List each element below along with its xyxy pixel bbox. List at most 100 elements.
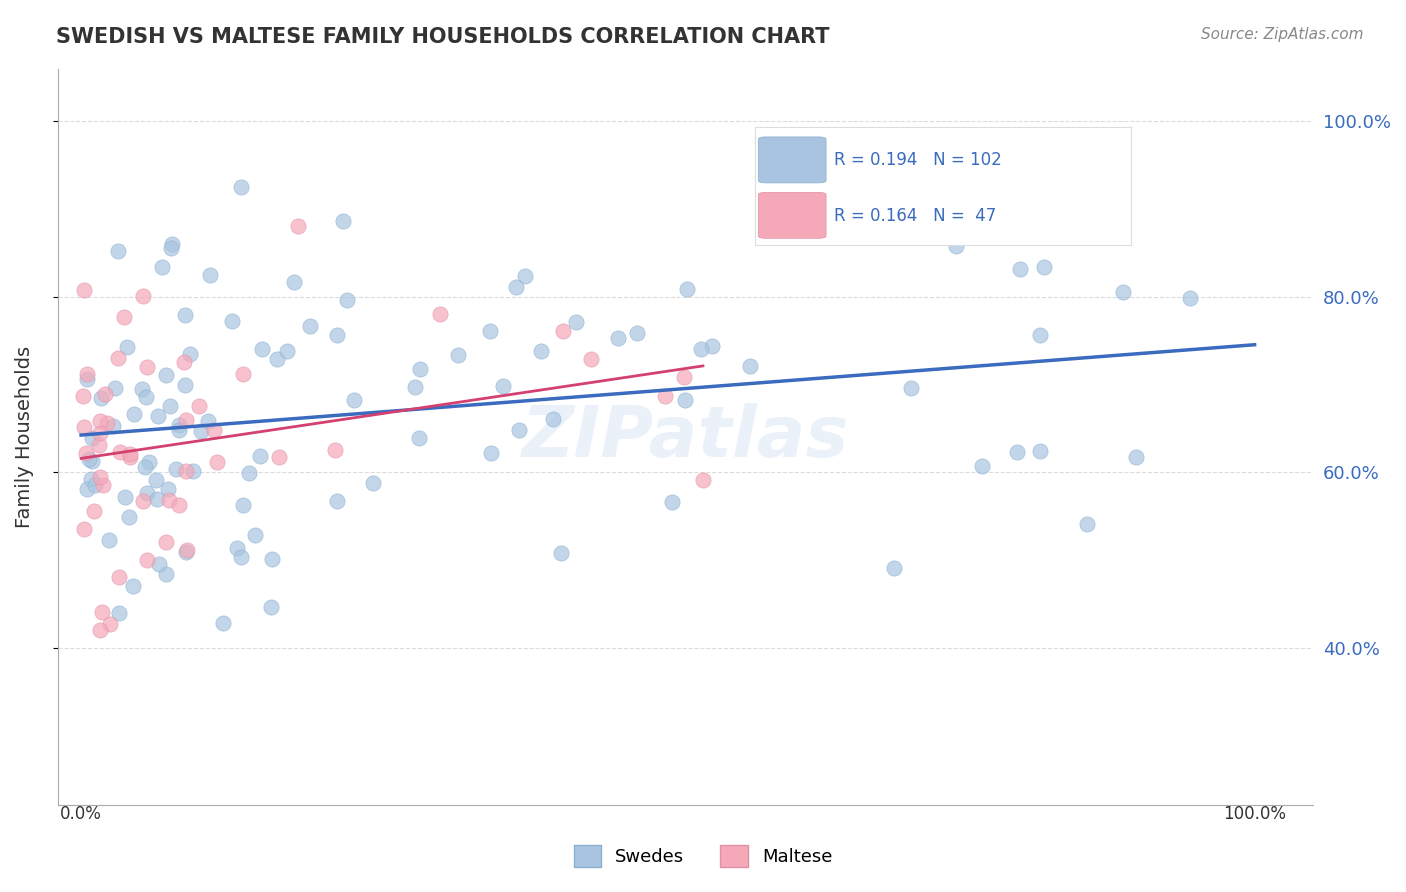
Point — [541, 412, 564, 426]
Point — [970, 459, 993, 474]
Point — [98, 617, 121, 632]
Point — [690, 343, 713, 357]
Point — [190, 424, 212, 438]
Point — [75, 445, 97, 459]
Point — [740, 359, 762, 373]
Point — [103, 419, 125, 434]
Point — [883, 560, 905, 574]
Point — [181, 464, 204, 478]
Point — [132, 288, 155, 302]
Point — [692, 473, 714, 487]
Point — [478, 324, 501, 338]
Point — [83, 477, 105, 491]
Point — [1180, 291, 1202, 305]
Legend: Swedes, Maltese: Swedes, Maltese — [567, 838, 839, 874]
Point — [1028, 443, 1050, 458]
Text: Source: ZipAtlas.com: Source: ZipAtlas.com — [1201, 27, 1364, 42]
Point — [408, 362, 430, 376]
Point — [673, 392, 696, 407]
Point — [336, 293, 359, 307]
Point — [231, 179, 253, 194]
Point — [332, 214, 354, 228]
Point — [205, 455, 228, 469]
Point — [107, 351, 129, 365]
Point — [654, 389, 676, 403]
Y-axis label: Family Households: Family Households — [15, 346, 34, 528]
Point — [89, 414, 111, 428]
Point — [155, 368, 177, 382]
Point — [98, 533, 121, 548]
Text: SWEDISH VS MALTESE FAMILY HOUSEHOLDS CORRELATION CHART: SWEDISH VS MALTESE FAMILY HOUSEHOLDS COR… — [56, 27, 830, 46]
Point — [80, 472, 103, 486]
Point — [91, 606, 114, 620]
Point — [429, 307, 451, 321]
Point — [87, 438, 110, 452]
Point — [72, 522, 94, 536]
Point — [221, 314, 243, 328]
Point — [283, 276, 305, 290]
Point — [134, 459, 156, 474]
Point — [326, 328, 349, 343]
Point — [167, 418, 190, 433]
Point — [91, 478, 114, 492]
Point — [107, 244, 129, 258]
Point — [238, 466, 260, 480]
Point — [505, 279, 527, 293]
Point — [83, 503, 105, 517]
Text: 0.0%: 0.0% — [60, 805, 103, 823]
Point — [148, 409, 170, 424]
Point — [661, 494, 683, 508]
Point — [165, 461, 187, 475]
Point — [287, 219, 309, 234]
Point — [187, 399, 209, 413]
Point — [673, 370, 696, 384]
Point — [90, 392, 112, 406]
Point — [80, 431, 103, 445]
Point — [112, 310, 135, 324]
Point — [1112, 285, 1135, 299]
Point — [260, 600, 283, 615]
Point — [249, 449, 271, 463]
Point — [174, 308, 197, 322]
Point — [202, 423, 225, 437]
Point — [76, 372, 98, 386]
Point — [89, 426, 111, 441]
Point — [104, 381, 127, 395]
Point — [197, 414, 219, 428]
Point — [94, 387, 117, 401]
Point — [1032, 260, 1054, 274]
Point — [73, 283, 96, 297]
Point — [343, 393, 366, 408]
Point — [135, 359, 157, 374]
Point — [108, 570, 131, 584]
Point — [173, 355, 195, 369]
Point — [135, 390, 157, 404]
Point — [225, 541, 247, 555]
Point — [231, 549, 253, 564]
Point — [118, 450, 141, 464]
Point — [607, 331, 630, 345]
Point — [551, 324, 574, 338]
Point — [72, 389, 94, 403]
Point — [114, 491, 136, 505]
Point — [135, 486, 157, 500]
Point — [323, 442, 346, 457]
Point — [122, 579, 145, 593]
Point — [550, 546, 572, 560]
Point — [89, 623, 111, 637]
Point — [232, 367, 254, 381]
Point — [232, 498, 254, 512]
Point — [155, 535, 177, 549]
Point — [508, 423, 530, 437]
Point — [118, 509, 141, 524]
Point — [131, 382, 153, 396]
Point — [131, 494, 153, 508]
Point — [157, 493, 180, 508]
Point — [1076, 516, 1098, 531]
Point — [299, 318, 322, 333]
Point — [267, 450, 290, 464]
Point — [150, 260, 173, 275]
Point — [118, 446, 141, 460]
Point — [167, 423, 190, 437]
Point — [73, 420, 96, 434]
